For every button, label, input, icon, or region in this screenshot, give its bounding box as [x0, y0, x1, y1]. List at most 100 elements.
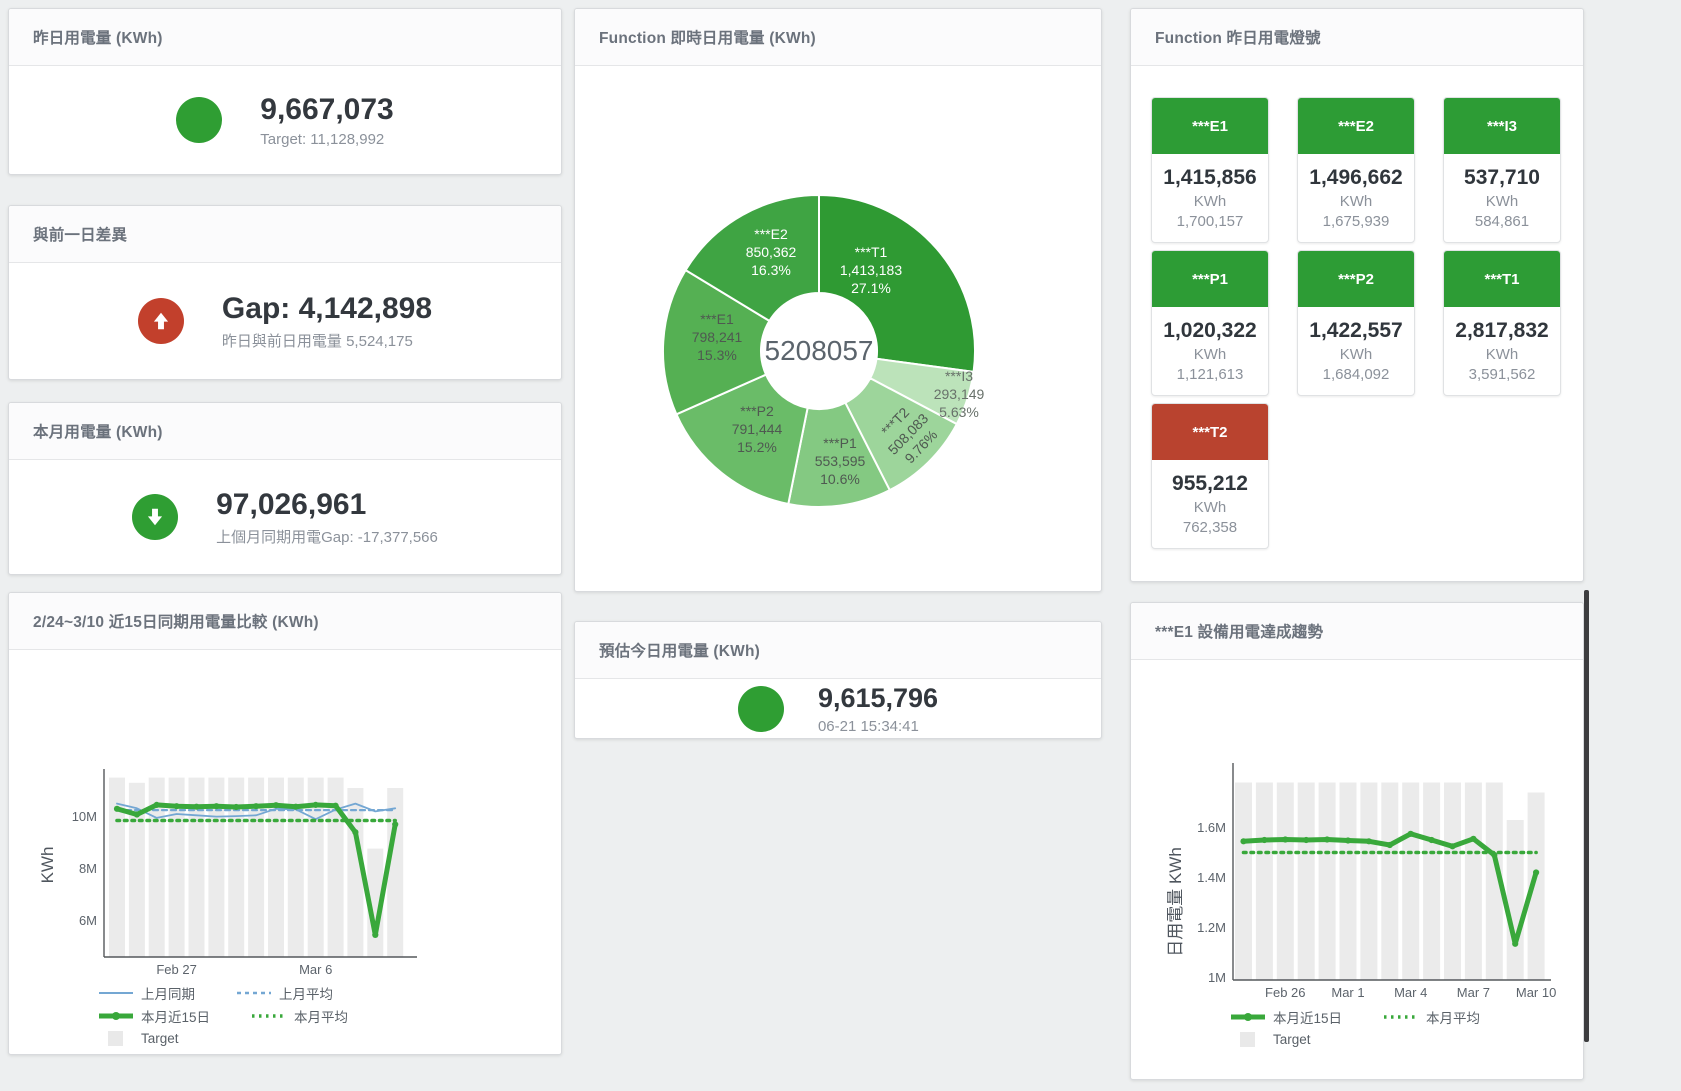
tile-label: ***I3	[1444, 98, 1560, 154]
status-tile-T1: ***T1 2,817,832 KWh 3,591,562	[1443, 250, 1561, 396]
svg-text:1.4M: 1.4M	[1197, 870, 1226, 885]
donut-center-total: 5208057	[764, 335, 874, 366]
panel-title: 預估今日用電量 (KWh)	[575, 622, 1101, 679]
panel-realtime-donut: Function 即時日用電量 (KWh) 5208057 ***T1 1,413…	[574, 8, 1102, 592]
panel-day-gap: 與前一日差異 Gap: 4,142,898 昨日與前日用電量 5,524,175	[8, 205, 562, 380]
tile-unit: KWh	[1193, 346, 1227, 363]
panel-title: ***E1 設備用電達成趨勢	[1131, 603, 1583, 660]
compare-chart-legend: 上月同期 上月平均本月近15日 本月平均 Target	[99, 981, 390, 1050]
tile-label: ***E2	[1298, 98, 1414, 154]
legend-item-上月平均[interactable]: 上月平均	[237, 986, 333, 1002]
legend-item-本月近15日[interactable]: 本月近15日	[99, 1006, 210, 1026]
svg-text:6M: 6M	[79, 913, 97, 928]
stat-body: 97,026,961 上個月同期用電Gap: -17,377,566	[9, 460, 561, 574]
panel-title: 本月用電量 (KWh)	[9, 403, 561, 460]
stat-subtext: 上個月同期用電Gap: -17,377,566	[216, 528, 438, 546]
stat-body: 9,667,073 Target: 11,128,992	[9, 66, 561, 174]
panel-15day-compare-chart: 2/24~3/10 近15日同期用電量比較 (KWh) 6M 8M 10M Feb 2…	[8, 592, 562, 1055]
green-down-arrow-icon	[132, 494, 179, 540]
pie-slice-T1[interactable]	[818, 193, 977, 374]
svg-text:Mar 7: Mar 7	[1457, 985, 1490, 1000]
stat-subtext: 昨日與前日用電量 5,524,175	[221, 332, 413, 350]
status-tile-I3: ***I3 537,710 KWh 584,861	[1443, 97, 1561, 243]
tile-target: 584,861	[1474, 213, 1530, 230]
panel-e1-trend-chart: ***E1 設備用電達成趨勢 1M 1.2M 1.4M 1.6M Feb 26 Mar 1…	[1130, 602, 1584, 1080]
panel-title: 與前一日差異	[9, 206, 561, 263]
tile-label: ***T1	[1444, 251, 1560, 307]
status-tile-P1: ***P1 1,020,322 KWh 1,121,613	[1151, 250, 1269, 396]
panel-yesterday-usage: 昨日用電量 (KWh) 9,667,073 Target: 11,128,992	[8, 8, 562, 175]
panel-title: Function 昨日用電燈號	[1131, 9, 1583, 66]
stat-value: Gap: 4,142,898	[221, 291, 433, 325]
status-tile-T2: ***T2 955,212 KWh 762,358	[1151, 403, 1269, 549]
tile-value: 2,817,832	[1455, 319, 1549, 342]
stat-body: 9,615,796 06-21 15:34:41	[575, 679, 1101, 738]
legend-item-本月平均[interactable]: 本月平均	[252, 1009, 349, 1025]
pie-label-P2: ***P2 791,444 15.2%	[731, 403, 783, 455]
stat-value: 9,667,073	[260, 92, 394, 126]
panel-status-lights: Function 昨日用電燈號 ***E1 1,415,856 KWh 1,700,1…	[1130, 8, 1584, 582]
donut-chart[interactable]	[575, 65, 1101, 591]
tile-target: 1,675,939	[1322, 213, 1390, 230]
pie-label-I3: ***I3 293,149 5.63%	[933, 368, 985, 420]
tile-target: 1,684,092	[1322, 366, 1390, 383]
tile-value: 1,415,856	[1163, 166, 1257, 189]
trend-chart-legend: 本月近15日 本月平均 Target	[1231, 1005, 1522, 1051]
compare-line-chart[interactable]: 6M 8M 10M Feb 27 Mar 6 KWh	[9, 593, 561, 1054]
svg-text:1M: 1M	[1208, 970, 1226, 985]
pie-label-E2: ***E2 850,362 16.3%	[745, 226, 797, 278]
panel-title: 2/24~3/10 近15日同期用電量比較 (KWh)	[9, 593, 561, 650]
status-tile-P2: ***P2 1,422,557 KWh 1,684,092	[1297, 250, 1415, 396]
pie-label-P1: ***P1 553,595 10.6%	[814, 435, 866, 487]
tile-value: 1,020,322	[1163, 319, 1257, 342]
panel-title: 昨日用電量 (KWh)	[9, 9, 561, 66]
tile-unit: KWh	[1339, 193, 1373, 210]
svg-text:1.2M: 1.2M	[1197, 920, 1226, 935]
legend-item-Target[interactable]: Target	[1231, 1032, 1311, 1047]
tile-value: 1,422,557	[1309, 319, 1403, 342]
pie-slice-E2[interactable]	[684, 193, 820, 323]
tile-unit: KWh	[1193, 499, 1227, 516]
donut-chart-area: 5208057 ***T1 1,413,183 27.1% ***I3 293,149 5…	[575, 65, 1101, 591]
tile-target: 3,591,562	[1468, 366, 1536, 383]
scrollbar[interactable]	[1584, 590, 1589, 1042]
legend-item-Target[interactable]: Target	[99, 1031, 179, 1046]
panel-forecast: 預估今日用電量 (KWh) 9,615,796 06-21 15:34:41	[574, 621, 1102, 739]
pie-label-E1: ***E1 798,241 15.3%	[691, 311, 743, 363]
stat-value: 97,026,961	[216, 487, 367, 521]
green-circle-icon	[176, 97, 223, 143]
svg-text:Mar 10: Mar 10	[1516, 985, 1556, 1000]
stat-subtext: 06-21 15:34:41	[817, 717, 919, 735]
svg-text:Feb 27: Feb 27	[156, 962, 196, 977]
legend-item-本月平均[interactable]: 本月平均	[1384, 1010, 1481, 1026]
red-up-arrow-icon	[137, 298, 184, 344]
tile-value: 1,496,662	[1309, 166, 1403, 189]
legend-item-本月近15日[interactable]: 本月近15日	[1231, 1007, 1342, 1027]
svg-text:10M: 10M	[72, 809, 97, 824]
tile-value: 955,212	[1172, 472, 1248, 495]
tile-label: ***P2	[1298, 251, 1414, 307]
tile-label: ***T2	[1152, 404, 1268, 460]
stat-body: Gap: 4,142,898 昨日與前日用電量 5,524,175	[9, 263, 561, 379]
svg-text:Mar 4: Mar 4	[1394, 985, 1427, 1000]
pie-slice-E1[interactable]	[662, 268, 771, 416]
tile-unit: KWh	[1339, 346, 1373, 363]
svg-text:1.6M: 1.6M	[1197, 820, 1226, 835]
pie-slice-P2[interactable]	[675, 373, 809, 506]
svg-text:Mar 6: Mar 6	[299, 962, 332, 977]
e1-trend-line-chart[interactable]: 1M 1.2M 1.4M 1.6M Feb 26 Mar 1 Mar 4 Mar 7 Mar 1…	[1131, 603, 1583, 1079]
svg-text:日用電量 KWh: 日用電量 KWh	[1166, 847, 1185, 957]
svg-text:Feb 26: Feb 26	[1265, 985, 1305, 1000]
status-tile-E2: ***E2 1,496,662 KWh 1,675,939	[1297, 97, 1415, 243]
status-tile-E1: ***E1 1,415,856 KWh 1,700,157	[1151, 97, 1269, 243]
tile-label: ***P1	[1152, 251, 1268, 307]
tile-target: 1,700,157	[1176, 213, 1244, 230]
svg-text:KWh: KWh	[38, 847, 57, 884]
svg-text:8M: 8M	[79, 861, 97, 876]
panel-month-usage: 本月用電量 (KWh) 97,026,961 上個月同期用電Gap: -17,3…	[8, 402, 562, 575]
stat-value: 9,615,796	[817, 682, 939, 713]
panel-title: Function 即時日用電量 (KWh)	[575, 9, 1101, 66]
tile-unit: KWh	[1193, 193, 1227, 210]
legend-item-上月同期[interactable]: 上月同期	[99, 986, 195, 1002]
tile-label: ***E1	[1152, 98, 1268, 154]
